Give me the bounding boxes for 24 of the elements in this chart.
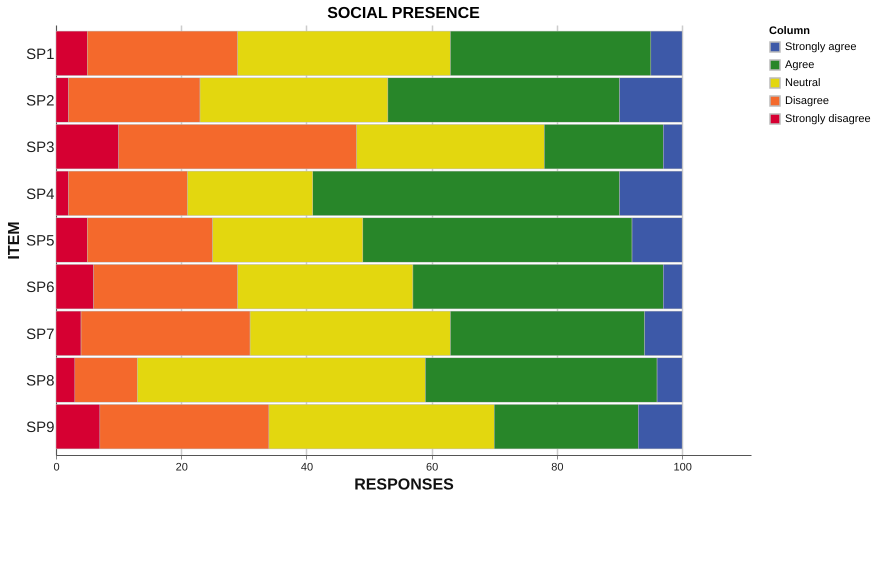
x-tick-label: 80: [551, 462, 564, 474]
y-tick-label: SP3: [26, 139, 54, 156]
legend-label: Neutral: [785, 77, 820, 89]
y-tick-label: SP9: [26, 419, 54, 436]
legend-label: Disagree: [785, 95, 830, 107]
legend-label: Strongly disagree: [785, 113, 871, 125]
legend-label: Agree: [785, 59, 814, 71]
x-tick-label: 100: [673, 462, 692, 474]
x-axis-title: RESPONSES: [354, 476, 454, 494]
legend-title: Column: [769, 25, 810, 37]
y-axis-title: ITEM: [6, 221, 24, 260]
y-tick-label: SP7: [26, 326, 54, 343]
x-tick-label: 20: [176, 462, 188, 474]
x-tick-label: 40: [300, 462, 314, 474]
x-tick-label: 0: [53, 462, 60, 474]
y-tick-label: SP2: [26, 92, 54, 110]
y-tick-label: SP6: [26, 279, 54, 296]
y-tick-label: SP8: [26, 372, 54, 390]
y-tick-label: SP5: [26, 232, 54, 250]
y-tick-label: SP1: [26, 46, 54, 63]
legend-label: Strongly agree: [785, 41, 857, 53]
x-tick-label: 60: [426, 462, 438, 474]
y-tick-label: SP4: [26, 186, 54, 203]
chart-title: SOCIAL PRESENCE: [327, 5, 480, 22]
